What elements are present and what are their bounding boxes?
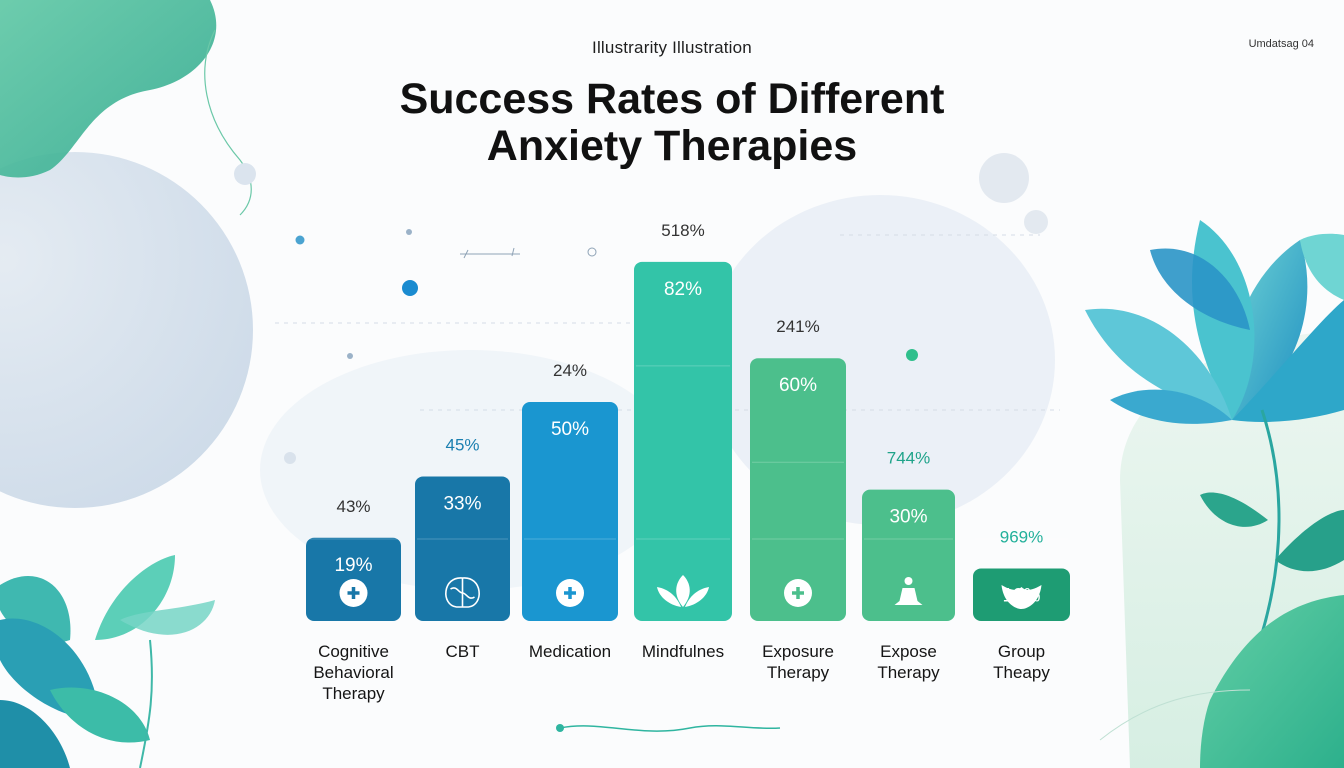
category-label: Medication: [529, 642, 611, 661]
bar: [415, 476, 510, 621]
category-label: Therapy: [877, 663, 940, 682]
bar-top-label: 241%: [776, 317, 819, 336]
bar-top-label: 518%: [661, 221, 704, 240]
corner-label: Umdatsag 04: [1248, 38, 1314, 50]
chart-title: Success Rates of Different Anxiety Thera…: [0, 76, 1344, 170]
plus-icon-cross: [792, 587, 804, 599]
category-label: Therapy: [322, 684, 385, 703]
category-label: Exposure: [762, 642, 834, 661]
kicker-text: Illustrarity Illustration: [592, 38, 752, 57]
category-label: CBT: [446, 642, 480, 661]
bar: [862, 489, 955, 621]
bar-top-label: 43%: [336, 497, 370, 516]
bowl-icon: [1001, 585, 1042, 609]
lotus-icon: [657, 575, 709, 607]
plus-icon-cross: [347, 587, 360, 599]
category-label: Theapy: [993, 663, 1050, 682]
bar: [634, 261, 732, 621]
bar-value-label: 82%: [664, 279, 702, 300]
chart-title-line-2: Anxiety Therapies: [486, 122, 858, 170]
bar-top-label: 744%: [887, 449, 930, 468]
category-label: Group: [998, 642, 1045, 661]
bar-value-label: 19%: [334, 555, 372, 576]
bar-value-label: 50%: [551, 419, 589, 440]
person-icon-head: [904, 577, 913, 585]
bar-value-label: 60%: [779, 375, 817, 396]
category-label: Cognitive: [318, 642, 389, 661]
brain-icon: [445, 577, 480, 608]
bar: [522, 402, 618, 621]
category-label: Mindfulnes: [642, 642, 724, 661]
chart-title-line-1: Success Rates of Different: [399, 75, 945, 123]
bar-top-label: 45%: [445, 435, 479, 454]
plus-icon-cross: [564, 587, 576, 599]
category-label: Therapy: [767, 663, 830, 682]
category-label: Expose: [880, 642, 937, 661]
category-label: Behavioral: [313, 663, 393, 682]
person-icon: [894, 588, 923, 605]
bar: [750, 358, 846, 621]
bar-top-label: 969%: [1000, 527, 1043, 546]
bar-top-label: 24%: [553, 361, 587, 380]
bar-value-label: 30%: [889, 507, 927, 528]
bar-value-label: 33%: [443, 493, 481, 514]
